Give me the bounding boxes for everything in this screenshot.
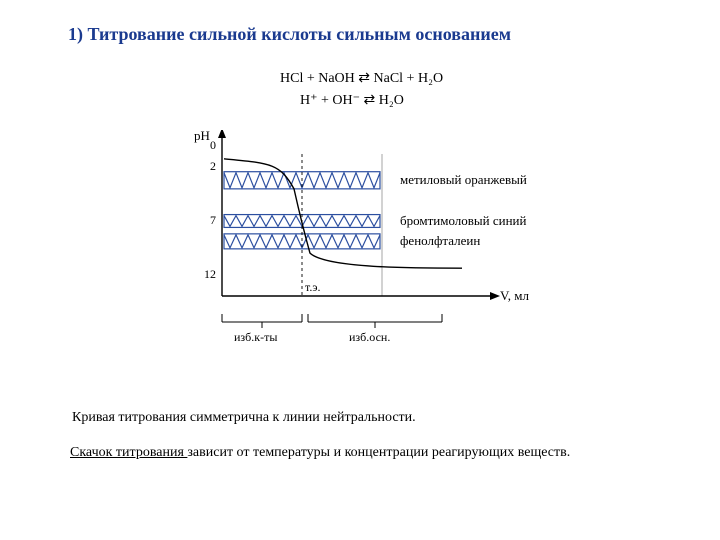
ytick-0: 0 — [198, 138, 216, 153]
caption-jump-underlined: Скачок титрования — [70, 445, 187, 460]
caption-jump-rest: зависит от температуры и концентрации ре… — [187, 445, 570, 460]
equation-line-1: HCl + NaOH ⇄ NaCl + H₂O — [280, 70, 443, 87]
page-title: 1) Титрование сильной кислоты сильным ос… — [68, 24, 511, 45]
ytick-1: 2 — [198, 159, 216, 174]
ytick-3: 12 — [198, 267, 216, 282]
indicator-label-0: метиловый оранжевый — [400, 172, 527, 188]
chart-svg — [190, 130, 540, 400]
indicator-label-1: бромтимоловый синий — [400, 213, 526, 229]
caption-jump: Скачок титрования зависит от температуры… — [70, 445, 570, 461]
equation-line-2: H⁺ + OH⁻ ⇄ H₂O — [300, 92, 404, 109]
indicator-label-2: фенолфталеин — [400, 233, 480, 249]
titration-chart: pH V, мл т.э. метиловый оранжевый бромти… — [190, 130, 540, 340]
eq-point-label: т.э. — [305, 280, 321, 295]
caption-symmetry: Кривая титрования симметрична к линии не… — [72, 410, 416, 426]
excess-acid-label: изб.к-ты — [234, 330, 277, 345]
x-axis-label: V, мл — [500, 288, 529, 304]
ytick-2: 7 — [198, 213, 216, 228]
excess-base-label: изб.осн. — [349, 330, 390, 345]
